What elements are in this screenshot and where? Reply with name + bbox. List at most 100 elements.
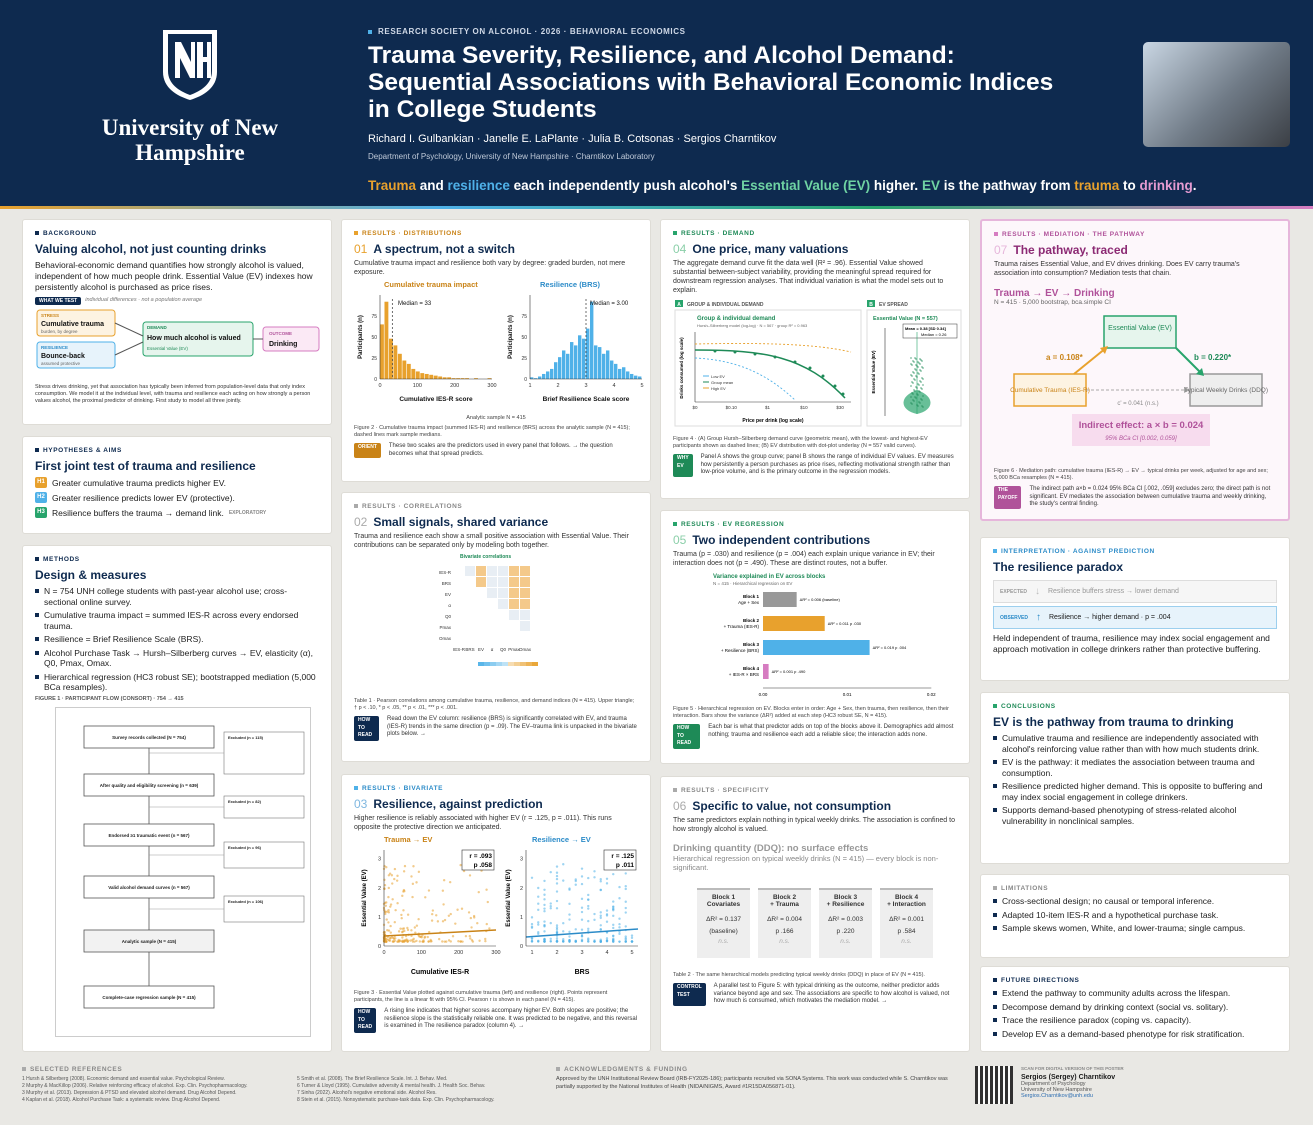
svg-text:25: 25 [371, 356, 377, 362]
ddq-subtitle: Hierarchical regression on typical weekl… [673, 854, 939, 872]
reference-item: 3 Murphy et al. (2013). Depression & PTS… [22, 1090, 237, 1096]
svg-text:4: 4 [605, 950, 608, 956]
svg-text:$0: $0 [692, 405, 698, 410]
panel-text: The aggregate demand curve fit the data … [673, 260, 944, 294]
svg-text:5: 5 [640, 383, 643, 389]
limitations-list: Cross-sectional design; no causal or tem… [993, 896, 1277, 934]
hist-bar [558, 357, 562, 379]
hist-bar [590, 301, 594, 379]
svg-text:BRS: BRS [442, 581, 451, 586]
section-label: RESULTS · MEDIATION · THE PATHWAY [994, 231, 1276, 238]
svg-text:B: B [869, 302, 873, 308]
section-label: LIMITATIONS [993, 885, 1277, 892]
figure-caption: Figure 5 · Hierarchical regression on EV… [673, 706, 950, 719]
figure-caption: Figure 6 · Mediation path: cumulative tr… [994, 468, 1268, 481]
affiliation: Department of Psychology, University of … [368, 152, 655, 161]
svg-text:Cumulative IES-R score: Cumulative IES-R score [399, 396, 473, 403]
hist-bar [538, 376, 542, 379]
svg-text:100: 100 [417, 950, 426, 956]
right-median: Median = 3.00 [590, 301, 629, 307]
expected-row: EXPECTED ↓ Resilience buffers stress → low… [993, 580, 1277, 603]
list-item: Supports demand-based phenotyping of str… [993, 805, 1277, 826]
hypothesis-row: H3 Resilience buffers the trauma → demand… [35, 507, 319, 518]
svg-text:0: 0 [378, 944, 381, 950]
svg-text:r = .093: r = .093 [469, 853, 492, 860]
contact-block: SCAN FOR DIGITAL VERSION OF THIS POSTER … [975, 1066, 1295, 1104]
svg-text:Price per drink (log scale): Price per drink (log scale) [742, 418, 803, 424]
regression-bar [763, 592, 797, 607]
mediation-card: RESULTS · MEDIATION · THE PATHWAY 07 The … [980, 219, 1290, 521]
acknowledgments: ACKNOWLEDGMENTS & FUNDING Approved by th… [556, 1066, 966, 1091]
panel-text: The same predictors explain nothing in t… [673, 817, 955, 833]
email-link[interactable]: Sergios.Charntikov@unh.edu [1021, 1093, 1093, 1099]
svg-text:ΔR² = 0.006 (baseline): ΔR² = 0.006 (baseline) [800, 597, 841, 602]
specificity-card: RESULTS · SPECIFICITY 06 Specific to valu… [660, 776, 970, 1052]
limitations-card: LIMITATIONS Cross-sectional design; no c… [980, 874, 1290, 958]
svg-text:GROUP & INDIVIDUAL DEMAND: GROUP & INDIVIDUAL DEMAND [687, 302, 764, 308]
future-list: Extend the pathway to community adults a… [993, 988, 1277, 1039]
left-title: Cumulative trauma impact [384, 280, 478, 289]
svg-text:Group mean: Group mean [711, 380, 733, 385]
chain-sub: N = 415 · 5,000 bootstrap, bca.simple CI [994, 299, 1111, 306]
hist-bar [447, 377, 452, 379]
reference-item: 5 Smith et al. (2008). The Brief Resilie… [297, 1076, 448, 1082]
list-item: Cumulative trauma and resilience are ind… [993, 733, 1277, 754]
methods-list: N = 754 UNH college students with past-y… [35, 586, 319, 693]
svg-text:Age + Sex: Age + Sex [738, 600, 760, 605]
svg-text:25: 25 [521, 356, 527, 362]
svg-text:Block 1: Block 1 [743, 594, 760, 599]
svg-text:$1: $1 [765, 405, 771, 410]
svg-text:Block 2: Block 2 [743, 618, 760, 623]
svg-text:3: 3 [378, 857, 381, 863]
svg-text:N = 415 · Hierarchical regress: N = 415 · Hierarchical regression on EV [713, 581, 792, 586]
future-card: FUTURE DIRECTIONS Extend the pathway to … [980, 966, 1290, 1052]
svg-text:Typical Weekly Drinks (DDQ): Typical Weekly Drinks (DDQ) [1184, 387, 1268, 394]
concept-diagram: STRESS Cumulative trauma burden, by degr… [36, 309, 320, 369]
tagline: Trauma and resilience each independently… [368, 178, 1197, 193]
svg-text:3: 3 [520, 857, 523, 863]
demand-card: RESULTS · DEMAND 04 One price, many valua… [660, 219, 970, 499]
svg-text:α: α [448, 603, 451, 608]
conclusions-list: Cumulative trauma and resilience are ind… [993, 733, 1277, 826]
hypothesis-row: H2 Greater resilience predicts lower EV (… [35, 492, 319, 503]
svg-text:Bivariate correlations: Bivariate correlations [460, 554, 511, 560]
section-label: INTERPRETATION · AGAINST PREDICTION [993, 548, 1277, 555]
interpretation-card: INTERPRETATION · AGAINST PREDICTION The … [980, 537, 1290, 681]
svg-text:Drinking: Drinking [269, 341, 297, 348]
hist-bar [550, 368, 554, 379]
ddq-block: Block 2 + Trauma ΔR² = 0.004 p .166 n.s. [758, 888, 811, 958]
svg-text:Essential Value (EV): Essential Value (EV) [362, 869, 368, 926]
table-caption: Table 2 · The same hierarchical models p… [673, 972, 925, 978]
qr-code-icon[interactable] [975, 1066, 1013, 1104]
exclusion-box: Excluded (n = 96) [228, 845, 262, 850]
svg-text:Block 4: Block 4 [743, 666, 760, 671]
hist-bar [380, 324, 384, 379]
svg-text:200: 200 [454, 950, 463, 956]
hist-bar [402, 360, 407, 379]
svg-text:Brief Resilience Scale score: Brief Resilience Scale score [543, 396, 630, 403]
figure-caption: Figure 4 · (A) Group Hursh–Silberberg de… [673, 436, 928, 449]
svg-text:Omax: Omax [439, 636, 452, 641]
svg-text:Essential Value (EV): Essential Value (EV) [506, 869, 512, 926]
poster-title: Trauma Severity, Resilience, and Alcohol… [368, 42, 1054, 123]
svg-text:BRS: BRS [465, 647, 474, 652]
svg-text:0.02: 0.02 [927, 692, 936, 697]
ddq-block: Block 1 Covariates ΔR² = 0.137 (baseline) n.… [697, 888, 750, 958]
reference-item: 1 Hursh & Silberberg (2008). Economic de… [22, 1076, 225, 1082]
background-card: BACKGROUND Valuing alcohol, not just cou… [22, 219, 332, 425]
svg-text:$10: $10 [800, 405, 808, 410]
svg-text:How much alcohol is valued: How much alcohol is valued [147, 335, 241, 342]
panel-text: Higher resilience is reliably associated… [354, 815, 612, 831]
panel-title: 05 Two independent contributions [673, 533, 871, 547]
svg-text:1: 1 [530, 950, 533, 956]
background-text: Behavioral-economic demand quantifies ho… [35, 260, 313, 292]
svg-text:2: 2 [556, 383, 559, 389]
hist-bar [474, 378, 478, 379]
right-title: Resilience (BRS) [540, 280, 601, 289]
exclusion-box: Excluded (n = 106) [228, 899, 264, 904]
correlations-card: RESULTS · CORRELATIONS 02 Small signals, … [341, 492, 651, 762]
hist-bar [582, 338, 586, 379]
svg-text:50: 50 [521, 335, 527, 341]
svg-text:Bounce-back: Bounce-back [41, 353, 85, 360]
panel-text: Trauma raises Essential Value, and EV dr… [994, 261, 1240, 277]
